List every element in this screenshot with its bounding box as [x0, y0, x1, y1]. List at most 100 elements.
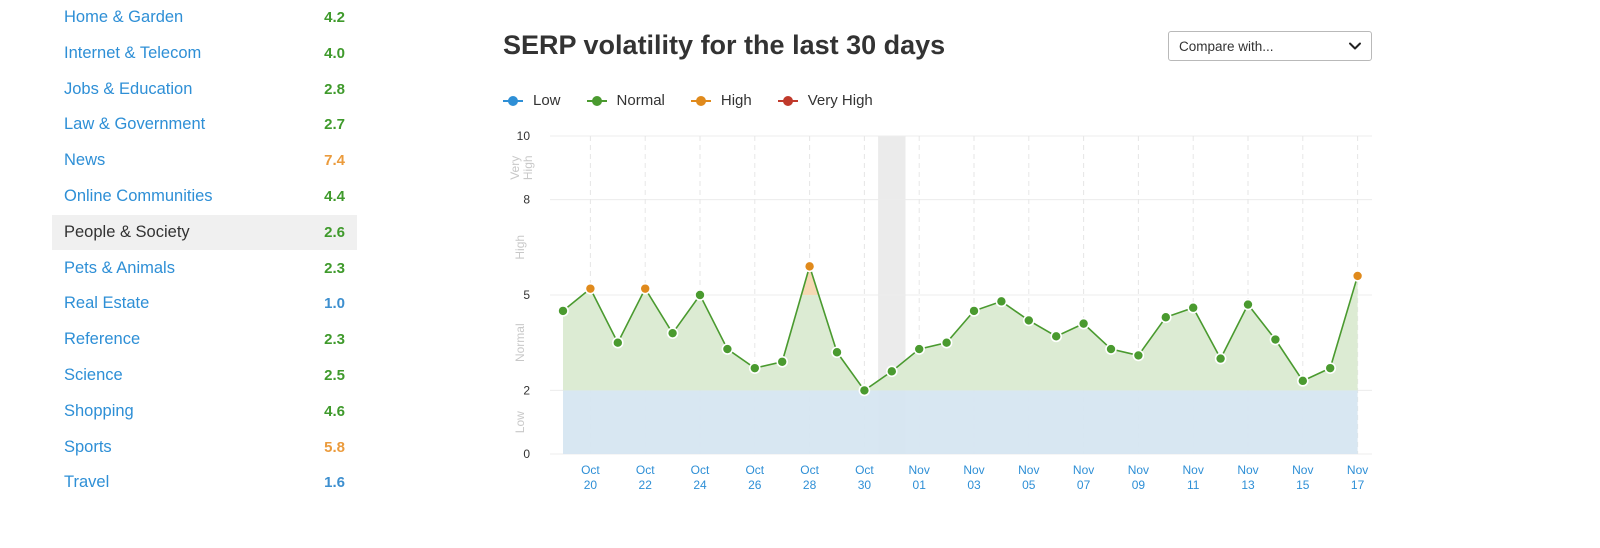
- data-point: [913, 343, 926, 355]
- data-point: [1242, 298, 1254, 311]
- data-point: [858, 384, 871, 397]
- category-score: 2.3: [324, 259, 345, 277]
- category-name: Shopping: [64, 401, 134, 420]
- y-tick-label: 0: [523, 447, 530, 461]
- legend-label: Low: [533, 92, 561, 109]
- data-point: [1050, 330, 1063, 343]
- category-name: Home & Garden: [64, 8, 184, 26]
- legend-marker-icon: [777, 95, 798, 107]
- category-row[interactable]: Online Communities 4.4: [52, 179, 357, 214]
- x-tick-day: 22: [639, 478, 653, 492]
- zone-label: High: [513, 235, 527, 260]
- data-point: [1351, 270, 1364, 282]
- category-name: Sports: [64, 437, 112, 456]
- volatility-chart: 025810LowNormalHighVeryHighOct20Oct22Oct…: [508, 129, 1372, 492]
- data-point: [968, 305, 980, 317]
- category-row[interactable]: Sports 5.8: [52, 430, 357, 465]
- y-tick-label: 5: [523, 288, 530, 302]
- category-score: 5.8: [324, 438, 345, 456]
- category-row[interactable]: Home & Garden 4.2: [52, 0, 357, 35]
- category-row[interactable]: News 7.4: [52, 143, 357, 178]
- compare-dropdown[interactable]: Compare with...: [1168, 31, 1372, 61]
- x-tick-day: 17: [1351, 478, 1365, 492]
- zone-label: Low: [513, 411, 527, 433]
- category-row[interactable]: Travel 1.6: [52, 465, 357, 500]
- category-row[interactable]: Shopping 4.6: [52, 394, 357, 429]
- category-name: Pets & Animals: [64, 258, 175, 277]
- category-name: Real Estate: [64, 294, 150, 313]
- x-tick-day: 05: [1022, 478, 1036, 492]
- category-name: News: [64, 151, 106, 170]
- zone-label: Normal: [513, 323, 527, 362]
- data-point: [1187, 301, 1200, 314]
- y-tick-label: 10: [517, 129, 531, 143]
- series-line: [562, 263, 1359, 392]
- category-name: People & Society: [64, 222, 190, 241]
- data-point: [940, 336, 953, 349]
- category-row[interactable]: Internet & Telecom 4.0: [52, 36, 357, 71]
- high-area: [801, 266, 819, 295]
- legend-marker-icon: [503, 95, 523, 107]
- category-name: Jobs & Education: [64, 79, 193, 98]
- x-tick-day: 13: [1241, 478, 1255, 492]
- legend-label: Normal: [616, 92, 665, 109]
- legend-marker-icon: [586, 95, 607, 107]
- category-list: Home & Garden 4.2 Internet & Telecom 4.0 Job…: [52, 0, 357, 501]
- category-row[interactable]: People & Society 2.6: [52, 214, 357, 250]
- x-tick-month: Oct: [636, 463, 655, 477]
- x-tick-day: 20: [584, 478, 598, 492]
- legend-item[interactable]: High: [690, 92, 752, 109]
- category-name: Reference: [64, 330, 141, 349]
- data-point: [1296, 375, 1309, 387]
- x-tick-month: Oct: [691, 463, 710, 477]
- x-tick-day: 26: [748, 478, 762, 492]
- data-point: [1214, 352, 1227, 365]
- category-row[interactable]: Science 2.5: [52, 358, 357, 393]
- low-band: [563, 390, 1358, 454]
- data-point: [831, 346, 843, 359]
- x-tick-month: Nov: [1018, 463, 1039, 477]
- legend-item[interactable]: Normal: [586, 92, 665, 109]
- normal-area: [563, 266, 1358, 391]
- data-point: [1132, 349, 1145, 362]
- data-point: [885, 365, 898, 378]
- x-tick-month: Nov: [1128, 463, 1149, 477]
- x-tick-month: Oct: [581, 463, 600, 477]
- x-tick-month: Oct: [800, 463, 819, 477]
- x-tick-day: 07: [1077, 478, 1091, 492]
- category-score: 2.8: [324, 80, 345, 98]
- legend-label: High: [720, 92, 752, 109]
- category-row[interactable]: Reference 2.3: [52, 322, 357, 357]
- data-point: [612, 336, 624, 349]
- data-point: [721, 343, 734, 355]
- x-tick-month: Nov: [1183, 463, 1204, 477]
- y-tick-label: 8: [523, 193, 530, 207]
- category-name: Travel: [64, 473, 110, 492]
- x-tick-day: 28: [803, 478, 817, 492]
- data-point: [749, 362, 761, 374]
- data-point: [1269, 333, 1282, 346]
- category-row[interactable]: Law & Government 2.7: [52, 107, 357, 142]
- data-point: [1159, 311, 1172, 324]
- category-score: 4.6: [324, 402, 345, 420]
- data-point: [639, 282, 651, 295]
- x-tick-month: Nov: [1237, 463, 1258, 477]
- category-row[interactable]: Real Estate 1.0: [52, 286, 357, 321]
- chart-legend: Low Normal High Very High: [503, 92, 899, 109]
- category-name: Internet & Telecom: [64, 43, 202, 62]
- data-point: [557, 305, 569, 317]
- data-point: [776, 355, 789, 368]
- x-tick-month: Nov: [909, 463, 930, 477]
- category-row[interactable]: Pets & Animals 2.3: [52, 251, 357, 286]
- x-tick-day: 01: [913, 478, 927, 492]
- legend-item[interactable]: Low: [503, 92, 561, 109]
- category-row[interactable]: Jobs & Education 2.8: [52, 72, 357, 107]
- data-point: [803, 260, 816, 273]
- category-name: Law & Government: [64, 115, 206, 134]
- category-score: 2.7: [324, 116, 345, 134]
- category-score: 1.6: [324, 474, 345, 492]
- category-score: 4.2: [324, 9, 345, 26]
- data-point: [1022, 314, 1035, 327]
- chart-title: SERP volatility for the last 30 days: [503, 30, 946, 60]
- legend-item[interactable]: Very High: [777, 92, 873, 109]
